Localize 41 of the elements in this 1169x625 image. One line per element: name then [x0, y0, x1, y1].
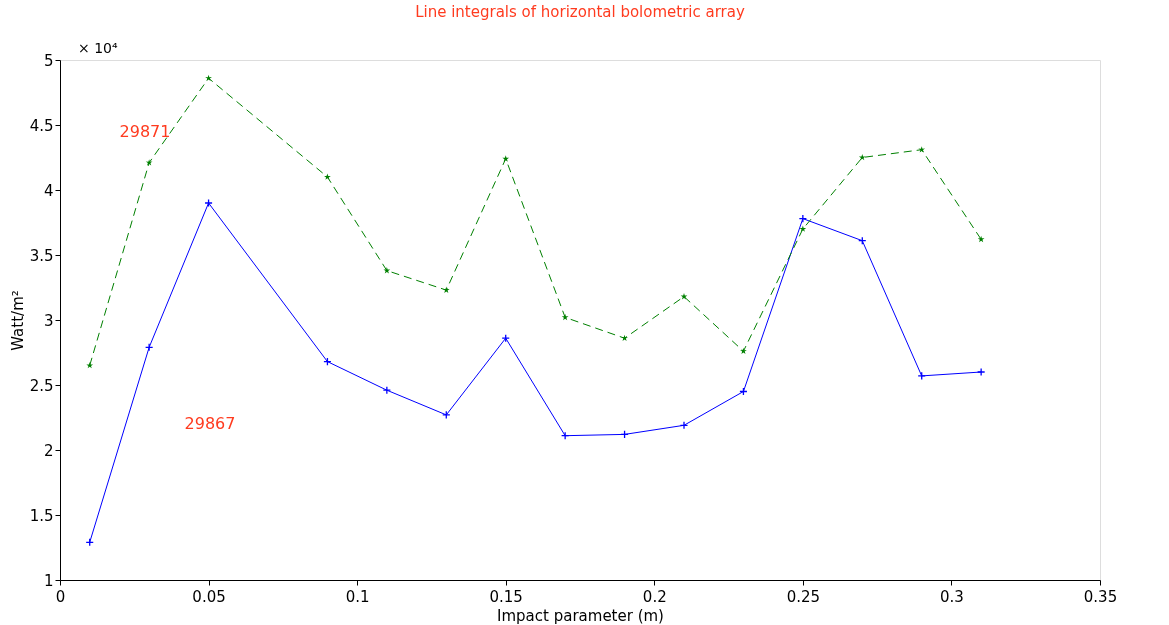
point — [205, 74, 212, 82]
y-tick-label: 4 — [43, 181, 54, 200]
point — [324, 173, 331, 180]
x-tick-label: 0.1 — [345, 587, 370, 606]
point — [858, 153, 866, 161]
x-tick-label: 0.25 — [786, 587, 821, 606]
annotation: 29871 — [119, 122, 171, 141]
point — [740, 347, 747, 355]
x-axis-title: Impact parameter (m) — [497, 606, 664, 625]
y-tick-label: 1.5 — [29, 506, 54, 525]
y-tick-label: 1 — [43, 571, 54, 590]
x-tick-label: 0.35 — [1083, 587, 1118, 606]
chart-title: Line integrals of horizontal bolometric array — [415, 3, 745, 21]
point — [917, 371, 926, 381]
point — [977, 235, 985, 243]
point — [204, 198, 213, 208]
y-axis-title: Watt/m² — [8, 290, 27, 351]
y-tick-label: 5 — [43, 51, 54, 70]
text: × 10⁴ — [78, 40, 118, 56]
y-tick-label: 2.5 — [29, 376, 54, 395]
x-tick-label: 0.15 — [489, 587, 523, 606]
x-tick-label: 0.05 — [192, 587, 226, 606]
point — [382, 386, 392, 395]
point — [560, 431, 570, 440]
point — [976, 367, 986, 377]
y-tick-label: 3 — [43, 311, 54, 330]
point — [86, 361, 94, 369]
point — [144, 343, 154, 352]
y-tick-label: 4.5 — [29, 116, 54, 135]
x-tick-label: 0 — [55, 587, 66, 606]
point — [621, 334, 628, 342]
point — [442, 286, 450, 293]
x-tick-label: 0.2 — [642, 587, 667, 606]
y-tick-label: 2 — [43, 441, 54, 460]
y-tick-label: 3.5 — [29, 246, 54, 265]
point — [798, 214, 808, 223]
x-tick-label: 0.3 — [940, 587, 964, 606]
point — [679, 421, 689, 430]
annotation: 29867 — [184, 414, 236, 433]
point — [561, 313, 569, 321]
point — [442, 410, 451, 420]
